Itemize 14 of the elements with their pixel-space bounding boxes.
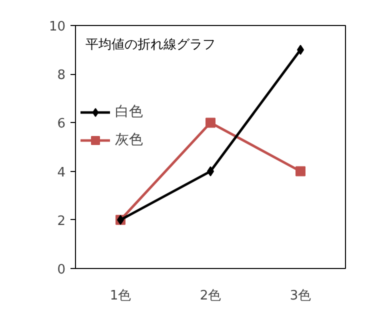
x-tick-label: 1色 [110,288,132,304]
x-tick-label: 2色 [200,288,222,304]
text: 平均値の折れ線グラフ [86,38,216,52]
y-tick-label: 2 [57,214,66,229]
y-tick-label: 4 [57,165,66,180]
legend-label: 白色 [115,103,143,121]
point [296,166,306,176]
x-tick-label: 3色 [290,288,312,304]
y-tick-label: 8 [57,68,66,84]
point [206,118,216,128]
legend-label: 灰色 [115,131,143,149]
y-tick-label: 10 [48,20,66,34]
y-tick-label: 6 [57,116,66,132]
y-tick-label: 0 [57,262,66,278]
